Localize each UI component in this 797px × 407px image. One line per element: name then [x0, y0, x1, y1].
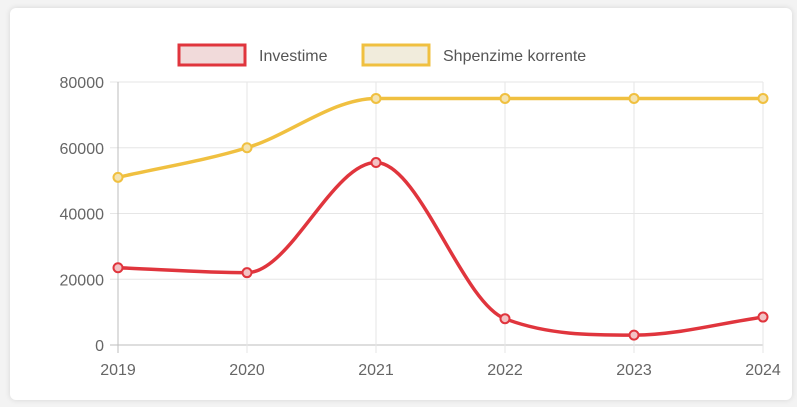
y-tick-label: 40000 [60, 207, 105, 224]
data-point[interactable] [112, 262, 124, 274]
series-line-shpenzime-korrente [116, 96, 765, 180]
legend-label: Shpenzime korrente [443, 48, 586, 65]
y-tick-label: 80000 [60, 75, 105, 92]
y-axis-ticks: 0 20000 40000 60000 80000 [60, 75, 105, 355]
y-tick-label: 0 [95, 338, 104, 355]
data-point[interactable] [499, 313, 511, 325]
legend-label: Investime [259, 48, 328, 65]
y-tick-label: 60000 [60, 141, 105, 158]
x-tick-label: 2020 [229, 362, 265, 379]
grid-lines [110, 81, 764, 353]
x-axis-ticks: 2019 2020 2021 2022 2023 2024 [100, 362, 781, 379]
data-point[interactable] [757, 311, 769, 323]
data-point[interactable] [628, 329, 640, 341]
x-tick-label: 2021 [358, 362, 394, 379]
legend-item-shpenzime-korrente[interactable]: Shpenzime korrente [361, 43, 586, 67]
data-point[interactable] [628, 92, 640, 104]
x-tick-label: 2023 [616, 362, 652, 379]
legend-swatch [361, 43, 431, 67]
data-point[interactable] [241, 142, 253, 154]
legend[interactable]: Investime Shpenzime korrente [177, 43, 586, 67]
data-point[interactable] [112, 171, 124, 183]
legend-item-investime[interactable]: Investime [177, 43, 328, 67]
x-tick-label: 2019 [100, 362, 136, 379]
series-line-investime [116, 160, 765, 337]
data-point[interactable] [757, 92, 769, 104]
data-point[interactable] [370, 92, 382, 104]
x-tick-label: 2022 [487, 362, 523, 379]
x-tick-label: 2024 [745, 362, 781, 379]
data-point[interactable] [241, 267, 253, 279]
data-point[interactable] [499, 92, 511, 104]
y-tick-label: 20000 [60, 272, 105, 289]
legend-swatch [177, 43, 247, 67]
series-layer [112, 92, 769, 341]
data-point[interactable] [370, 157, 382, 169]
